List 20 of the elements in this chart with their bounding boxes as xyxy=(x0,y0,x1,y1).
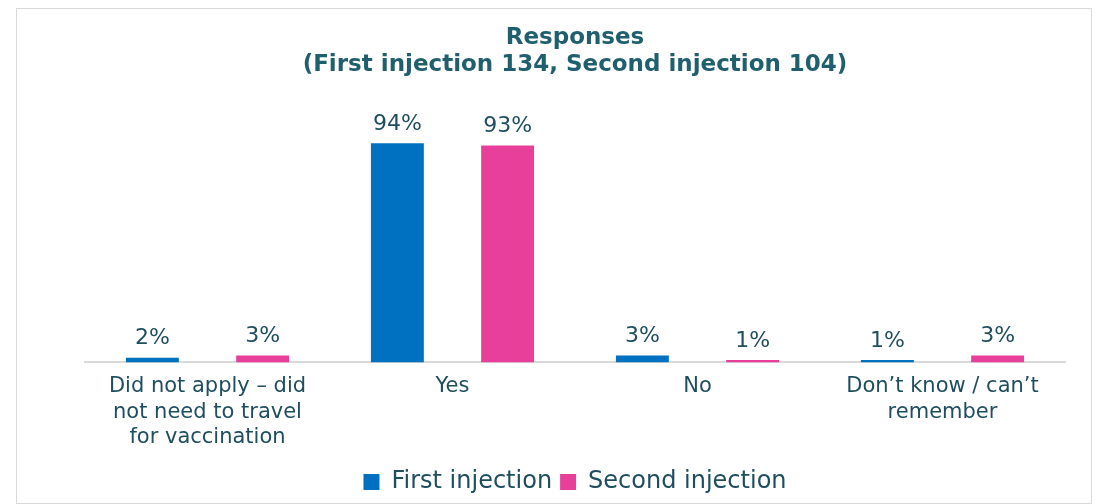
bar xyxy=(370,143,424,363)
bar xyxy=(615,355,669,363)
x-tick-label: No xyxy=(683,373,712,398)
data-label: 94% xyxy=(372,109,422,135)
legend-label: Second injection xyxy=(588,466,787,495)
bar xyxy=(236,355,290,363)
x-tick-label: Don’t know / can’t remember xyxy=(846,373,1039,423)
data-label: 3% xyxy=(624,322,660,348)
x-tick-label: Did not apply – did not need to travel for vaccination xyxy=(108,373,307,448)
data-label: 93% xyxy=(483,112,533,138)
legend-label: First injection xyxy=(391,466,553,495)
data-label: 3% xyxy=(980,322,1016,348)
data-label: 3% xyxy=(245,322,281,348)
chart-title: Responses (First injection 134, Second injection 104) xyxy=(302,22,848,77)
data-label: 1% xyxy=(869,326,905,352)
data-label: 1% xyxy=(735,326,771,352)
data-label: 2% xyxy=(134,324,170,350)
bar xyxy=(971,355,1025,363)
x-tick-label: Yes xyxy=(434,373,470,398)
bar xyxy=(481,145,535,363)
